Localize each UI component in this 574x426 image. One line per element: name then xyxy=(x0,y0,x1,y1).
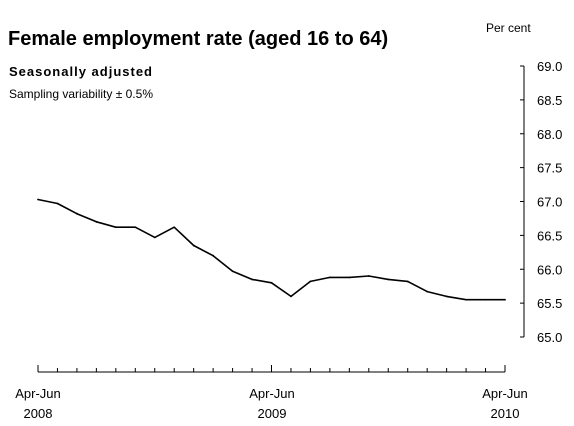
y-axis: 65.0 65.5 66.0 66.5 67.0 67.5 68.0 68.5 69.0 xyxy=(520,59,562,345)
data-point xyxy=(445,295,448,298)
chart-title: Female employment rate (aged 16 to 64) xyxy=(8,28,388,50)
data-point xyxy=(251,278,253,281)
x-tick-label: Apr-Jun xyxy=(249,386,295,401)
data-point xyxy=(212,254,215,257)
data-point xyxy=(134,226,137,229)
y-tick-label: 68.0 xyxy=(537,127,562,142)
x-tick-label: Apr-Jun xyxy=(15,386,61,401)
data-point xyxy=(270,281,273,284)
x-tick-label-year: 2010 xyxy=(491,406,520,421)
y-tick-label: 65.5 xyxy=(537,296,562,311)
sampling-variability-note: Sampling variability ± 0.5% xyxy=(9,87,153,101)
x-tick-label-year: 2009 xyxy=(258,406,287,421)
data-point xyxy=(367,275,370,277)
x-axis: Apr-Jun 2008 Apr-Jun 2009 Apr-Jun 2010 xyxy=(15,365,528,421)
data-point xyxy=(76,212,78,215)
data-point xyxy=(465,298,467,301)
y-tick-label: 65.0 xyxy=(537,330,562,345)
data-point xyxy=(387,278,390,281)
data-point xyxy=(56,202,59,205)
data-point xyxy=(37,198,39,201)
data-point xyxy=(173,226,176,229)
x-tick-label: Apr-Jun xyxy=(482,386,528,401)
data-point xyxy=(309,280,312,283)
data-point xyxy=(290,295,292,298)
y-tick-label: 66.5 xyxy=(537,228,562,243)
data-point xyxy=(153,236,156,239)
y-tick-label: 69.0 xyxy=(537,59,562,74)
data-point xyxy=(95,220,98,223)
data-point xyxy=(328,276,331,279)
chart-subtitle: Seasonally adjusted xyxy=(9,64,153,79)
data-point xyxy=(231,270,234,273)
y-axis-unit-label: Per cent xyxy=(486,21,531,35)
series-line xyxy=(37,198,505,301)
data-point xyxy=(348,276,351,279)
y-tick-label: 67.0 xyxy=(537,195,562,210)
data-point xyxy=(426,290,429,293)
data-point xyxy=(192,244,195,247)
data-point xyxy=(406,280,409,283)
y-tick-label: 67.5 xyxy=(537,161,562,176)
data-point xyxy=(114,226,117,229)
data-point xyxy=(504,298,506,301)
x-tick-label-year: 2008 xyxy=(24,406,53,421)
y-tick-label: 68.5 xyxy=(537,93,562,108)
y-tick-label: 66.0 xyxy=(537,262,562,277)
data-point xyxy=(484,298,487,301)
series-group xyxy=(37,198,506,301)
